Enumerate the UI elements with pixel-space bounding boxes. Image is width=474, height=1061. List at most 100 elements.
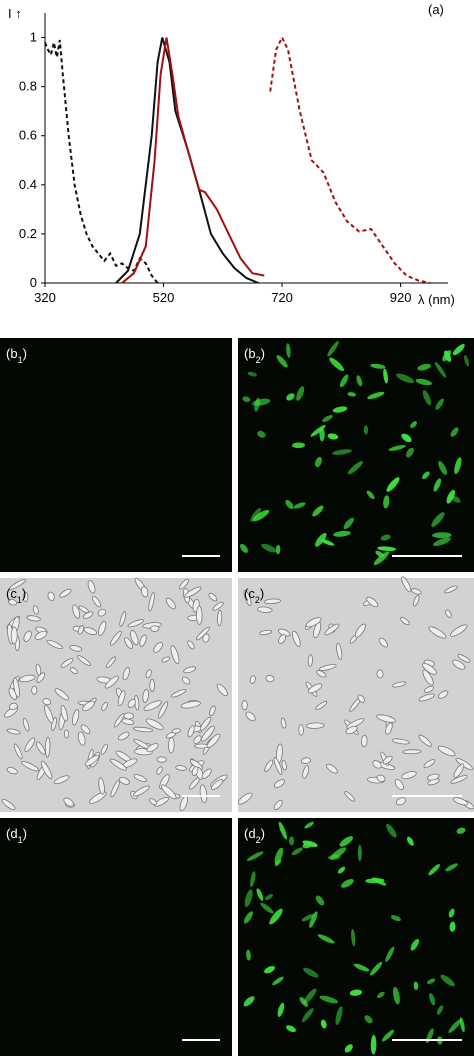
cell [285,499,294,510]
cell [244,889,253,907]
cell [133,774,147,783]
cell [281,759,287,771]
cell [341,878,354,888]
cell [417,363,431,371]
cell [1,798,16,811]
cell [273,800,283,811]
cell [54,688,70,701]
cell [145,669,152,679]
cell [386,477,400,492]
cell [63,797,74,807]
cell [202,633,210,643]
cell [386,823,397,838]
cell [23,630,32,642]
cell [307,654,313,667]
cell [433,478,442,492]
cell [22,591,29,603]
cell [149,678,155,692]
cell [171,728,181,734]
cell [309,911,318,928]
cell [406,447,414,458]
panel-label-part: (c [244,586,255,601]
cell [293,502,306,509]
cell [457,654,471,663]
cell [237,792,253,805]
cell [133,726,154,733]
cell [300,757,311,764]
cell [243,589,252,607]
series-line [121,37,265,284]
cell [286,1025,296,1033]
cell [344,791,356,802]
cell [259,629,273,636]
panel-label: (c1) [6,586,26,605]
cell [10,626,18,645]
x-axis-label: λ (nm) [418,292,455,307]
cell [6,767,18,775]
cell [249,675,256,684]
cell [401,433,412,443]
cell [245,711,256,722]
y-tick-label: 0.4 [19,177,37,192]
cell [366,490,375,500]
y-tick-label: 1 [30,30,37,45]
cell [452,797,469,806]
cell [356,375,363,387]
cell [72,709,80,726]
cell [456,827,466,834]
cell [452,343,465,356]
cell [148,592,155,612]
cell [448,908,455,918]
cell [191,766,199,776]
cell [273,779,285,788]
cell [250,507,261,522]
cell [157,701,169,719]
cell [24,737,36,753]
cell [82,700,95,712]
cell [42,698,52,706]
panel-label: (c2) [244,586,264,605]
cell [324,623,340,636]
cell [382,755,393,765]
cell [243,996,255,1007]
cell [160,784,177,800]
cell [445,863,458,872]
cell [400,617,410,626]
cell [241,700,248,711]
plot: 0 0.2 0.4 0.6 0.8 1 320 520 720 920 [19,13,448,305]
cell [212,601,224,611]
cell [168,737,175,754]
cell [431,512,445,527]
cell [390,915,402,922]
cell [401,771,417,780]
cell [361,734,368,748]
panel-label: (a) [428,2,444,17]
cell [376,774,386,782]
y-tick-label: 0.8 [19,79,37,94]
cell [272,976,284,986]
cell [101,701,108,712]
cell [322,415,333,423]
cell [434,361,447,378]
series-line [44,39,159,284]
cell [332,406,348,413]
cell [429,993,436,1006]
cell [277,1002,285,1017]
cell [319,427,325,442]
cell [145,718,164,730]
panel-label-part: (d [6,826,18,841]
cell [370,961,383,976]
cell [122,667,130,681]
cell [450,427,459,437]
cell [8,598,18,606]
cell [123,712,134,720]
cell [304,821,314,829]
panel-label-part: ) [23,346,27,361]
cell [87,580,96,594]
cell [286,343,291,358]
cell [437,745,456,757]
cell [139,634,147,647]
cell [274,847,284,865]
panel-label-part: (c [6,586,17,601]
cell [276,355,288,368]
